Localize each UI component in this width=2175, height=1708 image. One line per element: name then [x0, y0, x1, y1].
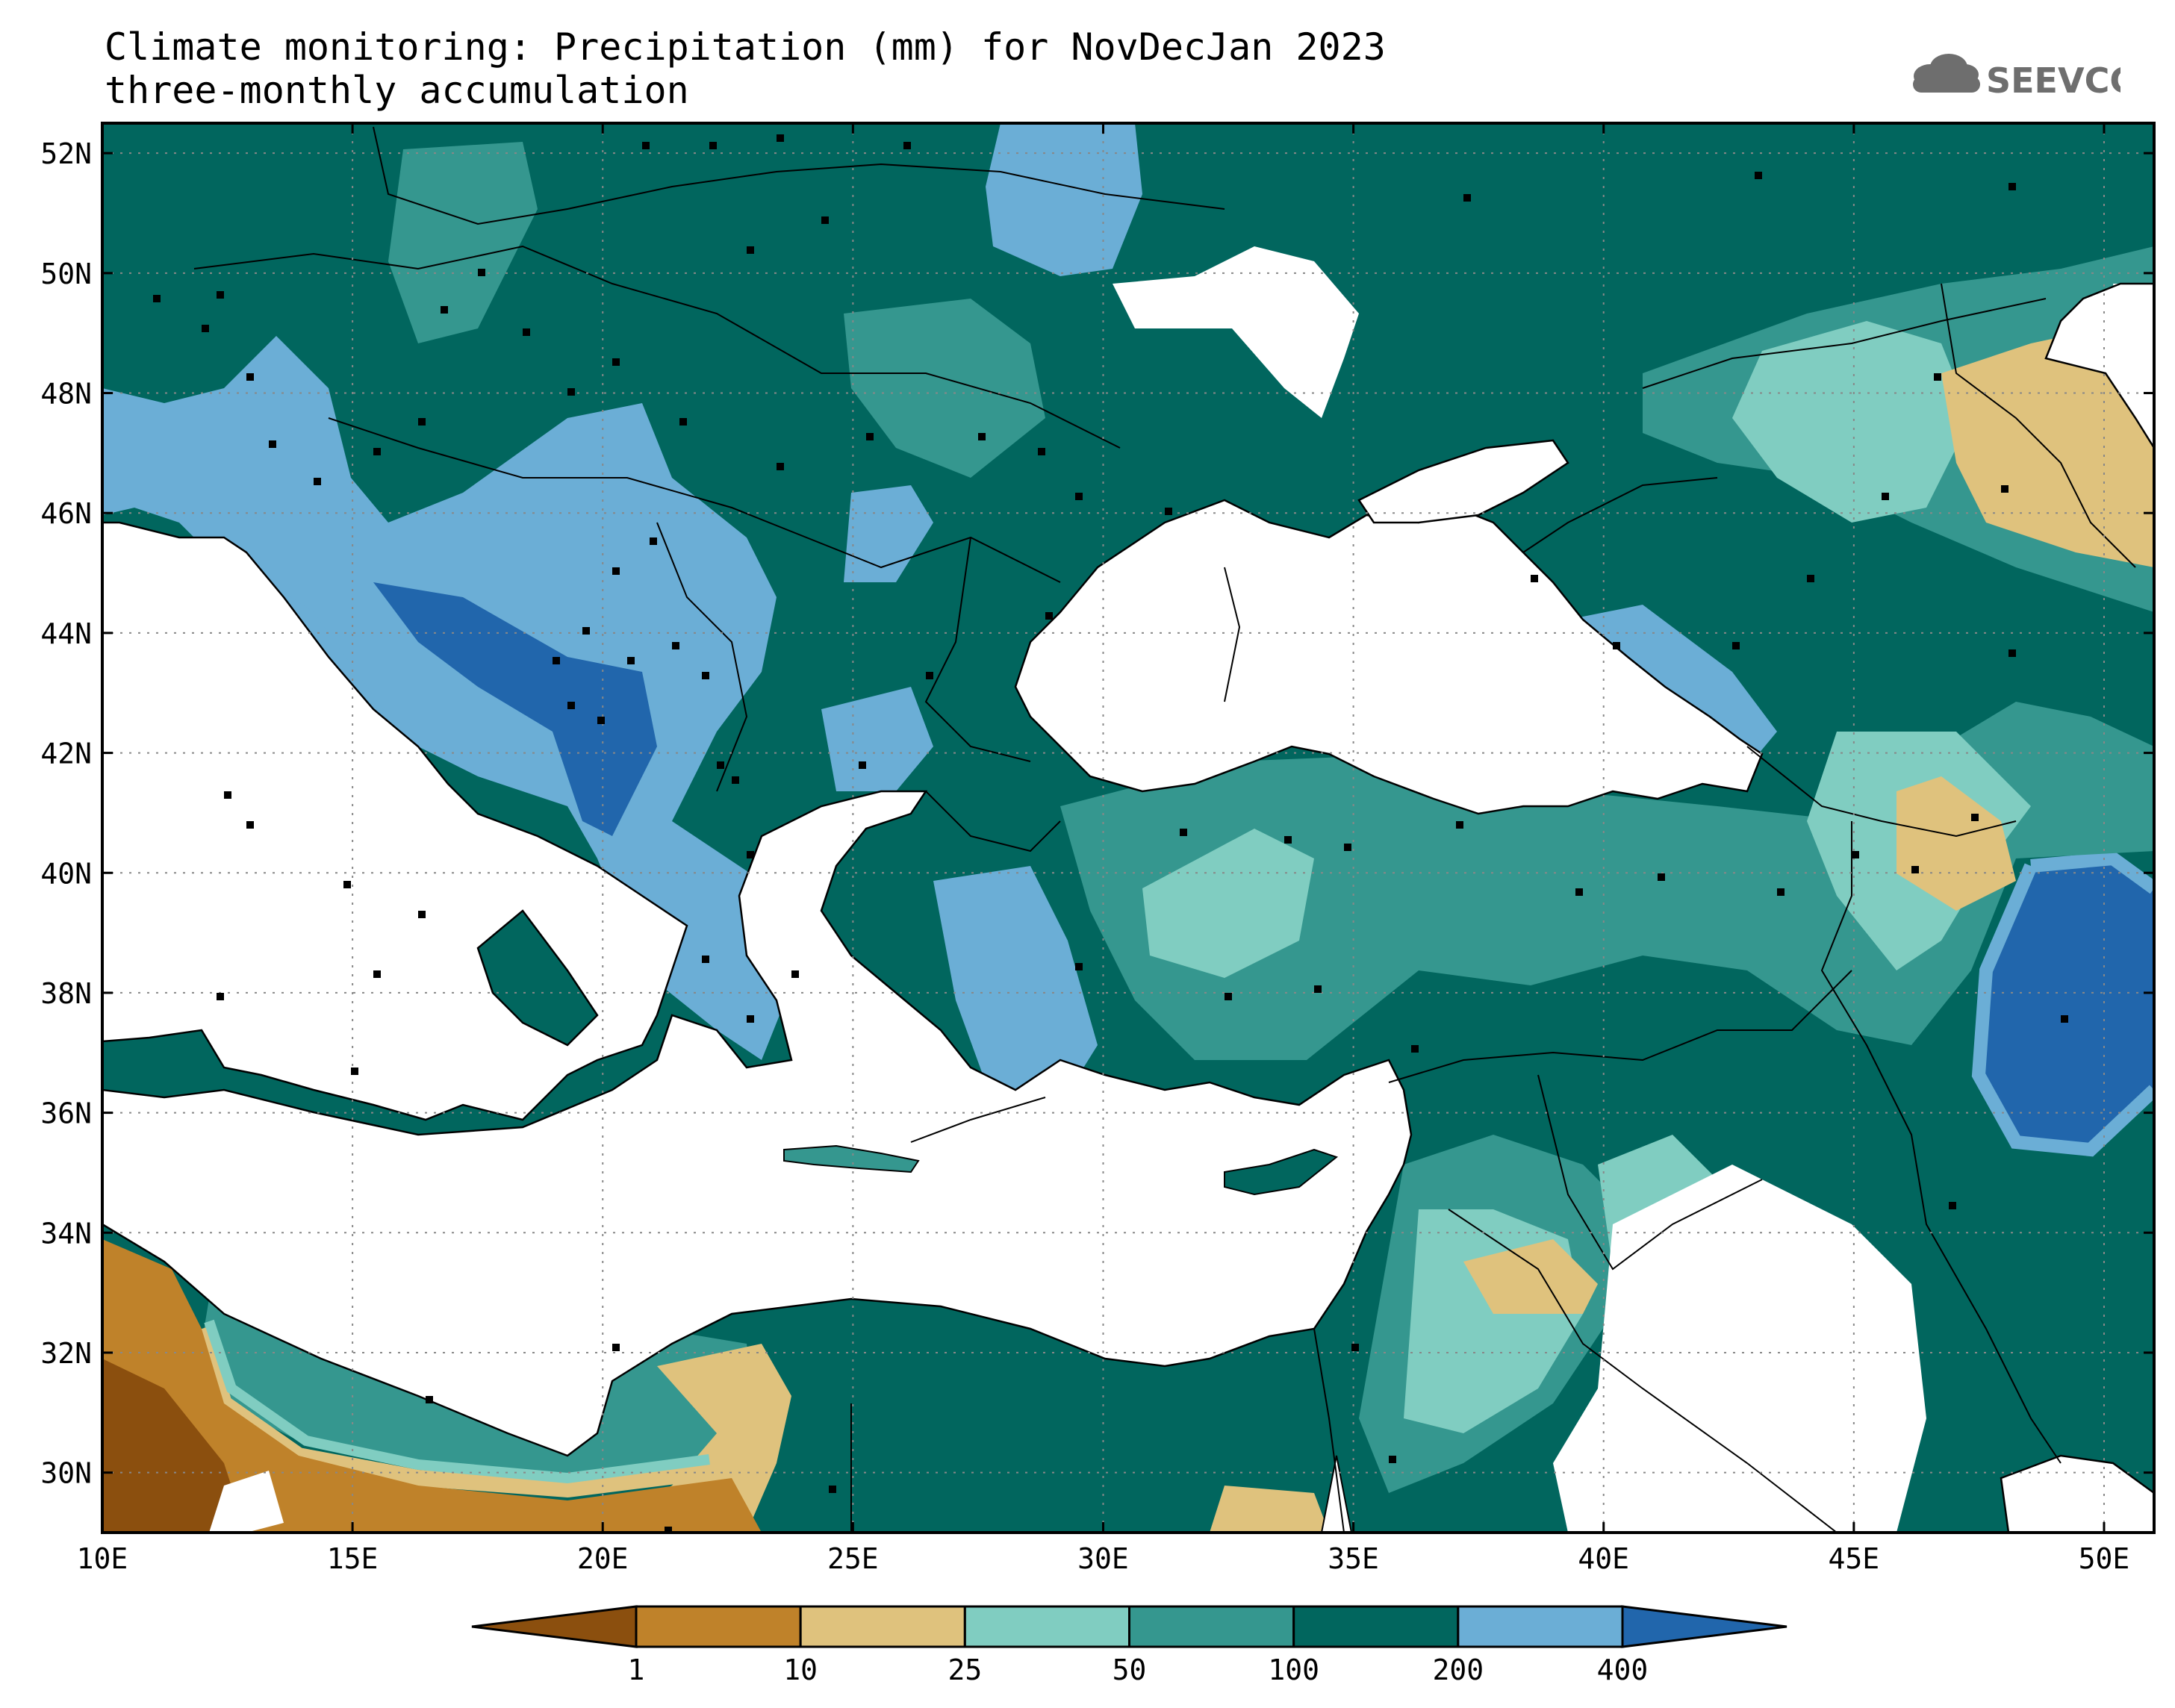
legend-swatch [1457, 1605, 1624, 1648]
lat-tick-label: 46N [40, 497, 92, 530]
legend-tick-label: 10 [783, 1654, 818, 1686]
lon-tick-label: 10E [77, 1542, 128, 1575]
precip-brown-libya [102, 1239, 762, 1533]
precip-lightteal-east [1732, 321, 1971, 523]
legend-swatch [799, 1605, 966, 1648]
lat-tick-label: 32N [40, 1337, 92, 1370]
legend-tick-label: 1 [628, 1654, 645, 1686]
precip-blue-caspian-rim [1971, 851, 2154, 1157]
lon-tick-label: 30E [1077, 1542, 1129, 1575]
precip-blue-anatolia-west [933, 866, 1098, 1105]
lat-tick-label: 40N [40, 857, 92, 890]
precip-blue-balkans [102, 336, 791, 1060]
lat-tick-label: 50N [40, 258, 92, 290]
precip-blue-dark-adriatic [373, 582, 657, 836]
lon-tick-label: 45E [1829, 1542, 1880, 1575]
persian-gulf [2000, 1454, 2154, 1533]
color-legend: 1 10 25 50 100 200 400 [471, 1605, 1787, 1686]
cyprus [1224, 1148, 1339, 1196]
legend-tick-label: 100 [1268, 1654, 1319, 1686]
country-borders [193, 126, 2136, 1533]
precip-blue-romania [821, 687, 933, 791]
crete [783, 1144, 920, 1174]
sea-of-azov [1357, 439, 1569, 524]
legend-tick-label: 50 [1113, 1654, 1147, 1686]
title-line-1: Climate monitoring: Precipitation (mm) f… [105, 25, 1386, 69]
logo-text: SEEVCCC [1986, 60, 2120, 101]
legend-swatch [635, 1605, 802, 1648]
lon-tick-label: 25E [827, 1542, 879, 1575]
lon-tick-label: 35E [1328, 1542, 1379, 1575]
seevccc-logo: SEEVCCC [1913, 54, 2120, 101]
precip-white-desert-1 [209, 1471, 284, 1533]
mediterranean-sea [102, 521, 688, 1121]
lat-tick-label: 38N [40, 977, 92, 1010]
precip-tan-sinai [1210, 1486, 1329, 1533]
caspian-sea [2044, 123, 2154, 450]
legend-tick-label: 200 [1433, 1654, 1484, 1686]
precip-tan-syria [1463, 1239, 1598, 1314]
precip-lightteal-libya-rim [204, 1319, 710, 1484]
legend-tick-label: 25 [948, 1654, 982, 1686]
eastern-mediterranean [102, 790, 1413, 1457]
lon-tick-label: 50E [2079, 1542, 2130, 1575]
legend-swatch [1128, 1605, 1295, 1648]
lat-tick-label: 30N [40, 1457, 92, 1490]
map-area [102, 123, 2154, 1533]
precip-midteal-anatolia [1060, 702, 2154, 1060]
legend-swatch [471, 1605, 638, 1648]
lat-tick-label: 44N [40, 617, 92, 650]
precip-darkbrown-libya [102, 1359, 246, 1533]
red-sea-gulf [1320, 1455, 1353, 1533]
precip-tan-azerbaijan [1896, 776, 2016, 911]
title-line-2: three-monthly accumulation [105, 69, 689, 112]
station-markers [153, 134, 2068, 1533]
lon-tick-label: 40E [1578, 1542, 1629, 1575]
precip-blue-north [986, 123, 1142, 276]
no-data-ukraine [1113, 246, 1359, 418]
latitude-axis: 52N 50N 48N 46N 44N 42N 40N 38N 36N 34N 32N 30N [40, 137, 2154, 1490]
longitude-axis: 10E 15E 20E 25E 30E 35E 40E 45E 50E [77, 123, 2130, 1575]
precip-blue-dark-caspian [1979, 858, 2154, 1150]
precip-tan-egypt [582, 1344, 791, 1533]
no-data-saudi [1553, 1165, 1926, 1533]
legend-swatch [1621, 1605, 1787, 1648]
precip-tan-kazakh [1941, 321, 2154, 567]
lat-tick-label: 42N [40, 738, 92, 770]
gridlines [102, 123, 2154, 1533]
lat-tick-label: 36N [40, 1097, 92, 1130]
lon-tick-label: 20E [577, 1542, 629, 1575]
map-frame [101, 122, 2156, 1534]
lat-tick-label: 52N [40, 137, 92, 170]
legend-swatch [1292, 1605, 1460, 1648]
precip-lightteal-anatolia [1142, 829, 1314, 978]
lon-tick-label: 15E [327, 1542, 379, 1575]
lat-tick-label: 48N [40, 378, 92, 411]
lat-tick-label: 34N [40, 1217, 92, 1250]
map-title: Climate monitoring: Precipitation (mm) f… [105, 25, 1386, 112]
legend-swatch [963, 1605, 1131, 1648]
precip-midteal-poland [388, 142, 538, 343]
cloud-icon [1913, 54, 1980, 93]
precip-midteal-hungary [844, 299, 1045, 478]
legend-tick-label: 400 [1597, 1654, 1649, 1686]
